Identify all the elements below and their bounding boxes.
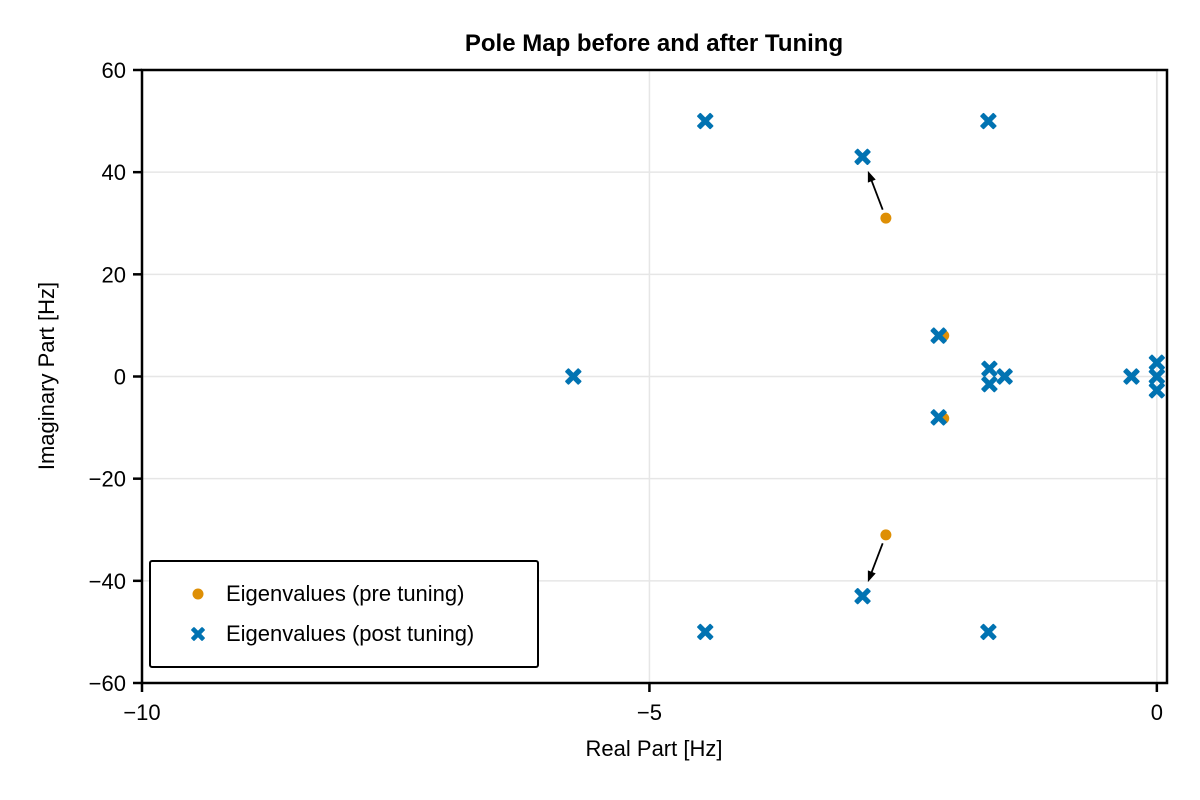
legend: Eigenvalues (pre tuning) Eigenvalues (po… xyxy=(149,560,539,668)
legend-item-post-tuning: Eigenvalues (post tuning) xyxy=(187,623,537,645)
post-tuning-point xyxy=(930,327,947,344)
y-tick-label: 40 xyxy=(102,160,126,185)
post-tuning-point xyxy=(854,148,871,165)
y-tick-label: 60 xyxy=(102,58,126,83)
arrow-shaft xyxy=(870,542,884,575)
post-tuning-point xyxy=(1148,354,1165,371)
arrow-shaft xyxy=(870,178,884,211)
post-tuning-point xyxy=(697,623,714,641)
chart-title: Pole Map before and after Tuning xyxy=(464,30,844,57)
y-tick-label: −40 xyxy=(89,569,126,594)
post-tuning-series xyxy=(565,112,1165,641)
x-axis-label: Real Part [Hz] xyxy=(585,736,723,761)
legend-item-pre-tuning: Eigenvalues (pre tuning) xyxy=(187,583,537,605)
legend-label-pre-tuning: Eigenvalues (pre tuning) xyxy=(226,581,465,606)
post-tuning-point xyxy=(981,376,998,393)
post-tuning-point xyxy=(1148,382,1165,399)
pre-tuning-point xyxy=(880,212,892,224)
post-tuning-point xyxy=(697,112,714,130)
arrow-head xyxy=(867,570,876,583)
circle-marker-icon xyxy=(192,588,204,600)
post-tuning-point xyxy=(980,112,997,130)
post-tuning-point xyxy=(565,368,582,385)
post-tuning-point xyxy=(1148,368,1165,385)
legend-label-post-tuning: Eigenvalues (post tuning) xyxy=(226,621,475,646)
y-axis-label: Imaginary Part [Hz] xyxy=(34,281,59,471)
pre-tuning-point xyxy=(880,529,892,541)
y-tick-label: 20 xyxy=(102,262,126,287)
x-tick-label: −5 xyxy=(637,700,662,725)
post-tuning-point xyxy=(1123,368,1140,385)
axis-ticks xyxy=(133,68,1159,692)
y-tick-label: −60 xyxy=(89,671,126,696)
arrow-head xyxy=(867,170,876,183)
x-tick-label: 0 xyxy=(1151,700,1163,725)
y-tick-label: 0 xyxy=(114,365,126,390)
tick-labels: −10 −5 0 60 40 20 0 −20 −40 −60 xyxy=(89,58,1163,725)
post-tuning-point xyxy=(854,588,871,605)
x-marker-icon xyxy=(191,627,205,641)
tuning-shift-arrows xyxy=(867,170,884,583)
post-tuning-point xyxy=(981,360,998,377)
x-tick-label: −10 xyxy=(123,700,160,725)
post-tuning-point xyxy=(930,409,947,426)
y-tick-label: −20 xyxy=(89,467,126,492)
post-tuning-point xyxy=(996,368,1013,385)
post-tuning-point xyxy=(980,623,997,641)
